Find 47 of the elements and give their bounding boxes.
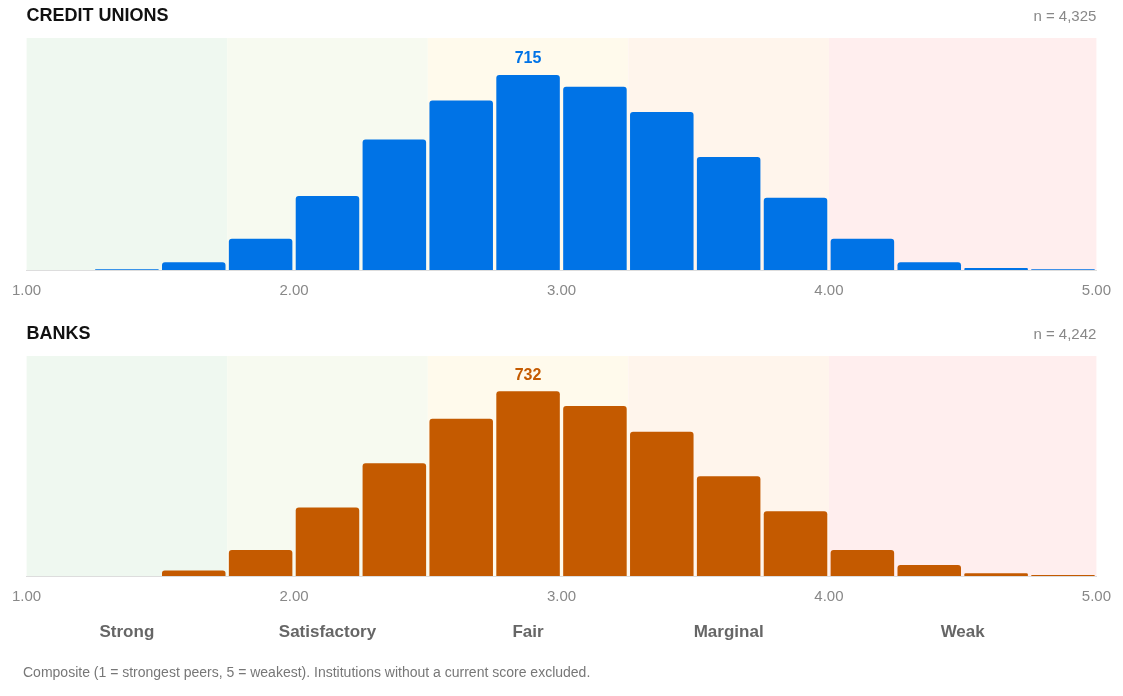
bar — [630, 112, 694, 270]
x-tick-label: 1.00 — [12, 281, 42, 299]
band-label: Satisfactory — [278, 621, 377, 641]
x-tick-label: 5.00 — [1081, 281, 1111, 299]
bar — [897, 262, 962, 270]
band-label: Fair — [512, 621, 545, 641]
chart-title: CREDIT UNIONS — [26, 5, 169, 25]
chart-subtitle: n = 4,325 — [1033, 7, 1097, 24]
x-tick-label: 4.00 — [814, 587, 844, 605]
x-tick-label: 2.00 — [279, 587, 309, 605]
bar — [161, 570, 226, 576]
bar — [295, 507, 360, 576]
bar — [228, 550, 293, 576]
x-tick-label: 2.00 — [279, 281, 309, 299]
x-tick-label: 5.00 — [1081, 587, 1111, 605]
bar — [763, 511, 828, 576]
chart-title: BANKS — [26, 323, 91, 343]
chart-subtitle: n = 4,242 — [1033, 325, 1097, 342]
x-tick-label: 3.00 — [546, 281, 577, 299]
bar — [496, 391, 560, 576]
bar — [964, 573, 1028, 576]
band-label: Weak — [940, 621, 986, 641]
x-tick-label: 3.00 — [546, 587, 577, 605]
bar — [161, 262, 226, 270]
bar — [563, 405, 627, 576]
bar — [563, 86, 627, 270]
x-tick-label: 1.00 — [12, 587, 42, 605]
bar — [897, 564, 962, 576]
bar — [630, 431, 694, 576]
bar — [696, 156, 761, 270]
bar — [830, 550, 895, 576]
bar — [429, 100, 493, 270]
bar — [696, 476, 761, 576]
bar — [830, 238, 895, 270]
bar — [763, 197, 828, 270]
text: Composite (1 = strongest peers, 5 = weakest). Institutions without a current score excluded. — [22, 664, 592, 680]
bar — [496, 75, 560, 270]
annotation: 715 — [514, 49, 542, 67]
band-label: Marginal — [693, 621, 764, 641]
bar — [362, 139, 427, 270]
bar — [295, 195, 360, 270]
annotation: 732 — [514, 365, 542, 383]
bar — [228, 238, 293, 270]
bar — [429, 418, 493, 576]
x-tick-label: 4.00 — [814, 281, 844, 299]
band-label: Strong — [99, 621, 155, 641]
bar — [362, 463, 427, 576]
